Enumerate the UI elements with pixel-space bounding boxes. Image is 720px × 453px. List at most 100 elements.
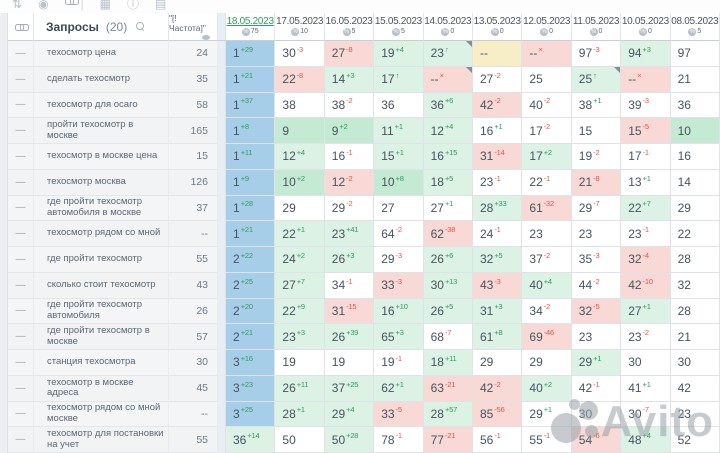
position-cell[interactable]: 29 -3	[374, 247, 424, 273]
position-cell[interactable]: 22 +1	[275, 221, 325, 247]
position-cell[interactable]: 14	[670, 169, 720, 196]
scrollbar-track[interactable]	[218, 144, 226, 170]
position-cell[interactable]: 12 -2	[324, 169, 375, 196]
position-cell[interactable]: 52	[670, 427, 720, 453]
scrollbar-track[interactable]	[218, 92, 226, 119]
position-cell[interactable]: 78 -1	[374, 427, 424, 453]
scrollbar-track[interactable]	[218, 375, 226, 402]
position-cell[interactable]: 35 -3	[571, 247, 622, 273]
position-cell[interactable]: 10 +8	[374, 169, 424, 196]
info-icon[interactable]: ⓘ	[127, 0, 140, 11]
position-cell[interactable]: 19	[324, 350, 375, 376]
row-select-handle[interactable]: —	[8, 247, 34, 273]
position-cell[interactable]: 42 -2	[473, 92, 523, 119]
position-cell[interactable]: --	[473, 41, 523, 67]
query-cell[interactable]: пройти техосмотр в москве	[34, 118, 169, 144]
query-cell[interactable]: где пройти техосмотр автомобиля	[34, 298, 169, 325]
position-cell[interactable]: 17 -2	[522, 118, 572, 144]
position-cell[interactable]: 10	[670, 118, 720, 144]
position-cell[interactable]: 31 +3	[473, 298, 523, 325]
scrollbar-track[interactable]	[218, 118, 226, 144]
position-cell[interactable]: 27	[374, 195, 424, 222]
position-cell[interactable]: 32 +5	[473, 247, 523, 273]
scrollbar-track[interactable]	[218, 427, 226, 453]
row-select-handle[interactable]: —	[8, 298, 34, 325]
position-cell[interactable]: 29	[473, 350, 523, 376]
position-cell[interactable]: 42 -10	[621, 272, 671, 299]
row-select-handle[interactable]: —	[8, 92, 34, 119]
position-cell[interactable]: 65 +3	[374, 324, 424, 350]
date-column-header[interactable]: 14.05.2023% 0	[423, 13, 473, 41]
scrollbar-track[interactable]	[218, 272, 226, 299]
position-cell[interactable]: 18 +11	[423, 350, 473, 376]
position-cell[interactable]: 25 ↑	[571, 66, 622, 93]
position-cell[interactable]: 48 +4	[621, 427, 671, 453]
position-cell[interactable]: 24 +2	[275, 247, 325, 273]
position-cell[interactable]: 2 +21	[226, 324, 276, 350]
query-cell[interactable]: техосмотр рядом со мной	[34, 221, 169, 247]
position-cell[interactable]: 29 -7	[571, 195, 622, 222]
position-cell[interactable]: 38 -2	[324, 92, 375, 119]
position-cell[interactable]: 61 -32	[522, 195, 572, 222]
position-cell[interactable]: 15	[571, 118, 622, 144]
scrollbar-track[interactable]	[218, 41, 226, 67]
position-cell[interactable]: 30	[621, 350, 671, 376]
position-cell[interactable]: 23 ↑	[423, 41, 473, 67]
position-cell[interactable]: 30 -3	[275, 41, 325, 67]
position-cell[interactable]: 18 +5	[423, 169, 473, 196]
row-select-handle[interactable]: —	[8, 118, 34, 144]
position-cell[interactable]: 97	[670, 41, 720, 67]
position-cell[interactable]: 39 -3	[621, 92, 671, 119]
position-cell[interactable]: 44 -2	[571, 272, 622, 299]
position-cell[interactable]: 23 -2	[621, 324, 671, 350]
position-cell[interactable]: 37 +25	[324, 375, 375, 402]
date-column-header[interactable]: 17.05.2023% 10	[275, 13, 325, 41]
position-cell[interactable]: 19 +4	[374, 41, 424, 67]
frequency-header[interactable]: "[!Частота]"	[169, 13, 218, 41]
scrollbar-track[interactable]	[218, 350, 226, 376]
row-select-handle[interactable]: —	[8, 375, 34, 402]
position-cell[interactable]: 55 -1	[522, 427, 572, 453]
query-cell[interactable]: где пройти техосмотр в москве	[34, 324, 169, 350]
export-icon[interactable]: ▤	[155, 0, 167, 11]
position-cell[interactable]: 12 +4	[275, 144, 325, 170]
position-cell[interactable]: 19 -2	[571, 144, 622, 170]
position-cell[interactable]: 19	[275, 350, 325, 376]
table-icon[interactable]: ▦	[99, 0, 112, 11]
position-cell[interactable]: 27 +1	[423, 195, 473, 222]
position-cell[interactable]: 1 +11	[226, 144, 276, 170]
query-cell[interactable]: где пройти техосмотр автомобиля в москве	[34, 195, 169, 222]
position-cell[interactable]: 94 +3	[621, 41, 671, 67]
position-cell[interactable]: 30	[571, 401, 622, 428]
target-icon[interactable]: ◉	[38, 0, 49, 11]
position-cell[interactable]: 33 -5	[374, 401, 424, 428]
position-cell[interactable]: 23 +41	[324, 221, 375, 247]
position-cell[interactable]: 29 -2	[324, 195, 375, 222]
scrollbar-track[interactable]	[218, 66, 226, 93]
row-select-handle[interactable]: —	[8, 144, 34, 170]
position-cell[interactable]: -- ×	[522, 41, 572, 67]
row-select-handle[interactable]: —	[8, 66, 34, 93]
search-icon[interactable]	[136, 22, 145, 31]
position-cell[interactable]: 56 -1	[473, 427, 523, 453]
position-cell[interactable]: 36 +6	[423, 92, 473, 119]
position-cell[interactable]: 77 -21	[423, 427, 473, 453]
position-cell[interactable]: 22 +9	[275, 298, 325, 325]
query-cell[interactable]: техосмотр цена	[34, 41, 169, 67]
query-cell[interactable]: сколько стоит техосмотр	[34, 272, 169, 299]
position-cell[interactable]: 36 +14	[226, 427, 276, 453]
position-cell[interactable]: 2 +25	[226, 272, 276, 299]
query-cell[interactable]: сделать техосмотр	[34, 66, 169, 93]
position-cell[interactable]: 23 -1	[473, 169, 523, 196]
position-cell[interactable]: 27 +1	[621, 298, 671, 325]
position-cell[interactable]: 32 -5	[571, 298, 622, 325]
position-cell[interactable]: 42 -1	[571, 375, 622, 402]
scrollbar-track[interactable]	[218, 298, 226, 325]
scrollbar-track[interactable]	[218, 195, 226, 222]
position-cell[interactable]: 23	[571, 324, 622, 350]
position-cell[interactable]: 22 -8	[275, 66, 325, 93]
date-column-header[interactable]: 12.05.2023% 0	[522, 13, 572, 41]
position-cell[interactable]: 29	[275, 195, 325, 222]
position-cell[interactable]: 42	[670, 375, 720, 402]
query-cell[interactable]: техосмотр в москве адреса	[34, 375, 169, 402]
